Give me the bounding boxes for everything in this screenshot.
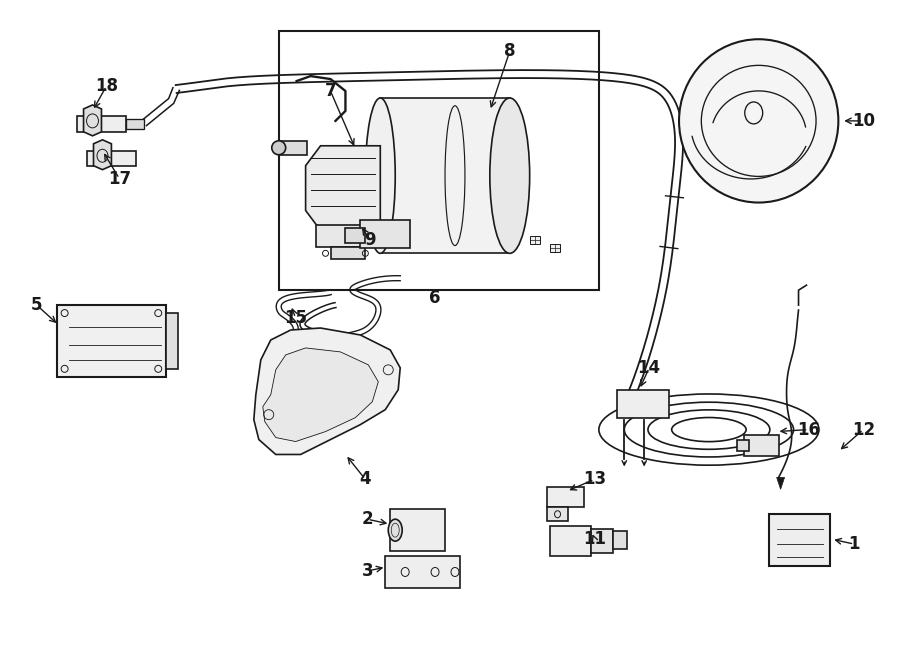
Bar bbox=[166, 313, 178, 369]
Bar bbox=[591, 529, 613, 553]
Polygon shape bbox=[263, 348, 378, 442]
Text: 8: 8 bbox=[504, 42, 516, 60]
Bar bbox=[769, 514, 831, 566]
Bar bbox=[381, 98, 509, 253]
Bar bbox=[613, 531, 627, 549]
Bar bbox=[550, 526, 591, 556]
Bar bbox=[360, 221, 410, 249]
Text: 11: 11 bbox=[583, 530, 606, 548]
Bar bbox=[385, 556, 460, 588]
Bar bbox=[316, 225, 381, 247]
Text: 13: 13 bbox=[583, 471, 606, 488]
Text: 14: 14 bbox=[637, 359, 661, 377]
Bar bbox=[743, 434, 778, 457]
Text: 5: 5 bbox=[31, 296, 42, 314]
Text: 6: 6 bbox=[429, 289, 441, 307]
Polygon shape bbox=[84, 105, 102, 136]
Bar bbox=[550, 245, 560, 253]
Ellipse shape bbox=[490, 98, 530, 253]
Bar bbox=[330, 247, 365, 259]
Ellipse shape bbox=[388, 519, 402, 541]
Text: 9: 9 bbox=[364, 231, 376, 249]
Polygon shape bbox=[777, 477, 785, 489]
Bar bbox=[391, 509, 445, 551]
Bar bbox=[346, 229, 365, 243]
Text: 3: 3 bbox=[362, 562, 374, 580]
Text: 12: 12 bbox=[851, 420, 875, 439]
Polygon shape bbox=[306, 146, 381, 231]
Ellipse shape bbox=[272, 141, 285, 155]
Text: 17: 17 bbox=[108, 170, 131, 188]
Ellipse shape bbox=[679, 39, 839, 202]
Ellipse shape bbox=[365, 98, 395, 253]
Polygon shape bbox=[254, 328, 400, 455]
Text: 4: 4 bbox=[359, 471, 371, 488]
Text: 18: 18 bbox=[94, 77, 118, 95]
Bar bbox=[86, 151, 136, 166]
Bar bbox=[279, 31, 599, 290]
Bar bbox=[279, 141, 307, 155]
Polygon shape bbox=[94, 140, 112, 170]
Text: 7: 7 bbox=[325, 82, 337, 100]
Text: 15: 15 bbox=[284, 309, 307, 327]
Bar bbox=[546, 487, 584, 507]
Bar bbox=[546, 507, 569, 521]
Bar bbox=[57, 305, 166, 377]
Bar bbox=[530, 237, 540, 245]
Text: 16: 16 bbox=[797, 420, 820, 439]
Text: 2: 2 bbox=[362, 510, 374, 528]
Text: 10: 10 bbox=[851, 112, 875, 130]
Text: 1: 1 bbox=[849, 535, 860, 553]
Bar bbox=[126, 119, 144, 129]
Bar bbox=[617, 390, 669, 418]
Bar bbox=[737, 440, 749, 451]
Bar bbox=[76, 116, 126, 132]
